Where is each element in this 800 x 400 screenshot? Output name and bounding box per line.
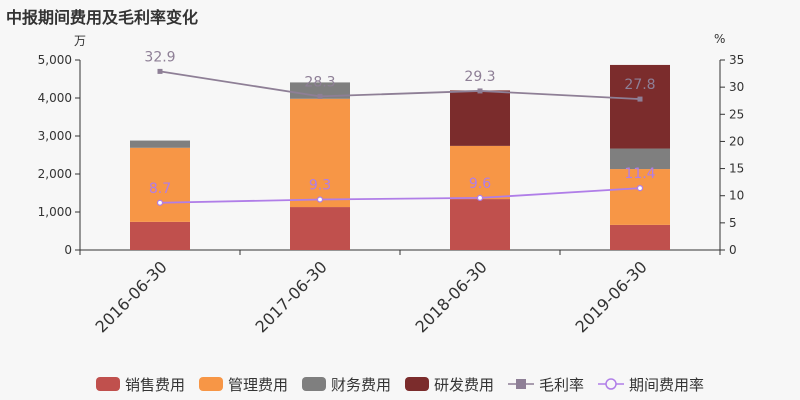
legend-item-gross-margin[interactable]: 毛利率 bbox=[508, 374, 584, 395]
left-y-tick-label: 1,000 bbox=[38, 205, 72, 219]
legend-label-finance: 财务费用 bbox=[330, 375, 391, 394]
line-期间费用率 bbox=[159, 187, 641, 204]
bar-销售费用 bbox=[450, 199, 510, 250]
right-y-tick-label: 15 bbox=[729, 162, 744, 176]
bar-财务费用 bbox=[610, 148, 670, 170]
left-y-tick-label: 5,000 bbox=[38, 53, 72, 67]
legend-symbol-expense-rate bbox=[598, 378, 625, 390]
bar-销售费用 bbox=[290, 207, 350, 250]
x-tick-label: 2017-06-30 bbox=[252, 257, 331, 336]
point-期间费用率 bbox=[316, 196, 324, 203]
legend-item-admin[interactable]: 管理费用 bbox=[198, 374, 288, 395]
legend-label-admin: 管理费用 bbox=[227, 375, 288, 394]
right-y-tick-label: 35 bbox=[729, 53, 744, 67]
data-label-毛利率: 32.9 bbox=[144, 49, 175, 65]
chart-canvas: 0 1,000 2,000 3,000 4,000 5,000 0 5 10 15 20 25 30 35… bbox=[38, 49, 745, 336]
point-期间费用率 bbox=[476, 194, 484, 201]
legend-label-sales: 销售费用 bbox=[124, 375, 185, 394]
x-tick-label: 2018-06-30 bbox=[412, 257, 491, 336]
x-tick-label: 2019-06-30 bbox=[572, 257, 651, 336]
data-label-毛利率: 28.3 bbox=[304, 74, 335, 90]
legend-item-finance[interactable]: 财务费用 bbox=[301, 374, 391, 395]
legend-symbol-gross-margin bbox=[508, 379, 535, 389]
bar-财务费用 bbox=[130, 140, 190, 148]
right-y-tick-label: 25 bbox=[729, 107, 744, 121]
point-期间费用率 bbox=[156, 199, 164, 206]
data-label-毛利率: 29.3 bbox=[464, 69, 495, 85]
data-label-期间费用率: 9.6 bbox=[469, 176, 491, 192]
bar-销售费用 bbox=[610, 224, 670, 250]
bar-研发费用 bbox=[610, 64, 670, 149]
data-label-期间费用率: 11.4 bbox=[624, 166, 655, 182]
bar-管理费用 bbox=[290, 98, 350, 208]
right-y-tick-label: 30 bbox=[729, 80, 744, 94]
legend-label-expense-rate: 期间费用率 bbox=[629, 375, 705, 394]
point-毛利率 bbox=[317, 93, 323, 99]
legend-label-gross-margin: 毛利率 bbox=[539, 375, 585, 394]
left-y-tick-label: 2,000 bbox=[38, 167, 72, 181]
data-label-毛利率: 27.8 bbox=[624, 77, 655, 93]
bar-管理费用 bbox=[130, 147, 190, 222]
left-y-tick-label: 0 bbox=[64, 243, 72, 257]
right-y-tick-label: 20 bbox=[729, 134, 744, 148]
legend-label-rd: 研发费用 bbox=[434, 375, 495, 394]
legend-item-rd[interactable]: 研发费用 bbox=[405, 374, 494, 395]
legend-swatch-finance bbox=[301, 377, 326, 391]
right-y-tick-label: 10 bbox=[729, 189, 744, 203]
left-y-tick-label: 3,000 bbox=[38, 129, 72, 143]
bar-销售费用 bbox=[130, 221, 190, 250]
data-label-期间费用率: 8.7 bbox=[149, 181, 171, 197]
bar-管理费用 bbox=[610, 169, 670, 225]
left-axis-unit: 万 bbox=[74, 34, 87, 48]
point-期间费用率 bbox=[636, 185, 644, 192]
left-y-tick-label: 4,000 bbox=[38, 91, 72, 105]
legend-swatch-admin bbox=[198, 377, 223, 391]
point-毛利率 bbox=[157, 68, 163, 74]
legend-item-expense-rate[interactable]: 期间费用率 bbox=[598, 374, 704, 395]
chart-title: 中报期间费用及毛利率变化 bbox=[6, 8, 199, 27]
bar-管理费用 bbox=[450, 145, 510, 200]
right-y-tick-label: 5 bbox=[729, 216, 737, 230]
right-axis-unit: % bbox=[714, 32, 726, 46]
data-label-期间费用率: 9.3 bbox=[309, 178, 331, 194]
point-毛利率 bbox=[477, 88, 483, 94]
point-毛利率 bbox=[637, 96, 643, 102]
bar-研发费用 bbox=[450, 90, 510, 146]
right-y-tick-label: 0 bbox=[729, 243, 737, 257]
legend-swatch-rd bbox=[405, 377, 429, 391]
x-tick-label: 2016-06-30 bbox=[92, 257, 171, 336]
legend: 销售费用 管理费用 财务费用 研发费用 毛利率 期间费用率 bbox=[0, 372, 800, 396]
legend-item-sales[interactable]: 销售费用 bbox=[95, 374, 185, 395]
legend-swatch-sales bbox=[95, 377, 120, 391]
line-毛利率 bbox=[159, 70, 641, 100]
